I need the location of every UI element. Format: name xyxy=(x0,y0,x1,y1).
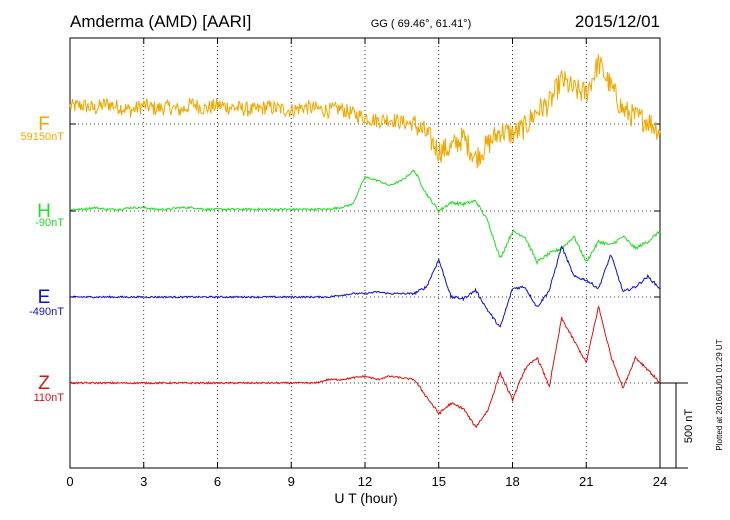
series-line-f xyxy=(69,54,661,169)
series-baseline-z: 110nT xyxy=(34,392,65,404)
coordinates-label: GG ( 69.46°, 61.41°) xyxy=(371,18,472,30)
series-line-h xyxy=(69,169,661,266)
series-name-f: F xyxy=(38,114,50,135)
x-axis-label: U T (hour) xyxy=(334,490,397,506)
station-title: Amderma (AMD) [AARI] xyxy=(70,12,251,31)
x-tick-label: 12 xyxy=(358,474,372,489)
x-tick-label: 9 xyxy=(288,474,295,489)
date-label: 2015/12/01 xyxy=(575,12,660,31)
series-baseline-e: -490nT xyxy=(29,306,64,318)
series-baseline-h: -90nT xyxy=(35,217,64,229)
x-tick-label: 3 xyxy=(140,474,147,489)
x-tick-label: 6 xyxy=(214,474,221,489)
series-name-e: E xyxy=(38,287,51,308)
plotted-timestamp: Plotted at 2016/01/01 01:29 UT xyxy=(715,339,724,450)
series-line-e xyxy=(70,245,661,328)
grid-lines xyxy=(70,37,660,469)
x-tick-label: 21 xyxy=(579,474,593,489)
scale-bar-label: 500 nT xyxy=(683,409,695,444)
x-tick-label: 15 xyxy=(432,474,446,489)
series-baseline-f: 59150nT xyxy=(21,131,65,143)
scale-bar: 500 nT xyxy=(660,382,695,469)
series-name-h: H xyxy=(37,201,51,222)
x-tick-label: 24 xyxy=(653,474,667,489)
x-tick-label: 0 xyxy=(66,474,73,489)
series-name-z: Z xyxy=(38,373,50,394)
series-line-z xyxy=(69,305,660,429)
x-axis-ticks: 0 3 6 9 12 15 18 21 24 xyxy=(66,38,667,489)
x-tick-label: 18 xyxy=(505,474,519,489)
